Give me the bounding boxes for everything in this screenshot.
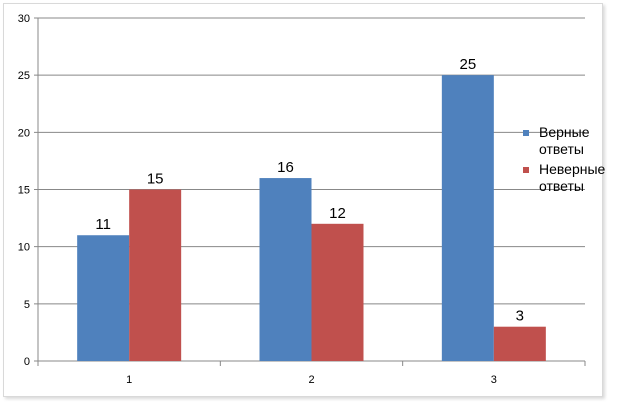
bar-series-1-cat-1 xyxy=(77,235,130,361)
data-label-series-2-cat-2: 12 xyxy=(329,205,346,222)
y-tick-label-5: 25 xyxy=(18,70,30,82)
bar-series-1-cat-2 xyxy=(259,178,312,361)
y-tick-label-4: 20 xyxy=(18,127,30,139)
legend-swatch-series-1 xyxy=(523,130,529,136)
y-tick-label-3: 15 xyxy=(18,185,30,197)
legend: Верные ответы Неверные ответы xyxy=(520,124,620,198)
x-tick-label-1: 1 xyxy=(126,374,132,386)
legend-item-series-2: Неверные ответы xyxy=(520,161,620,195)
y-tick-label-0: 0 xyxy=(24,356,30,368)
bar-series-2-cat-1 xyxy=(129,189,182,361)
bar-series-1-cat-3 xyxy=(441,75,494,362)
legend-label-series-1: Верные ответы xyxy=(539,124,590,157)
legend-swatch-series-2 xyxy=(523,167,529,173)
data-label-series-2-cat-1: 15 xyxy=(147,171,164,188)
data-label-series-1-cat-2: 16 xyxy=(277,159,294,176)
legend-item-series-1: Верные ответы xyxy=(520,124,620,158)
data-label-series-1-cat-1: 11 xyxy=(95,216,111,233)
data-label-series-2-cat-3: 3 xyxy=(516,308,524,325)
y-tick-label-2: 10 xyxy=(18,242,30,254)
data-label-series-1-cat-3: 25 xyxy=(459,56,476,73)
bar-series-2-cat-3 xyxy=(493,326,546,361)
x-tick-label-2: 2 xyxy=(308,374,314,386)
y-tick-label-1: 5 xyxy=(24,299,30,311)
y-tick-label-6: 30 xyxy=(18,13,30,25)
legend-label-series-2: Неверные ответы xyxy=(539,161,606,194)
bar-series-2-cat-2 xyxy=(311,223,364,361)
x-tick-label-3: 3 xyxy=(491,374,497,386)
